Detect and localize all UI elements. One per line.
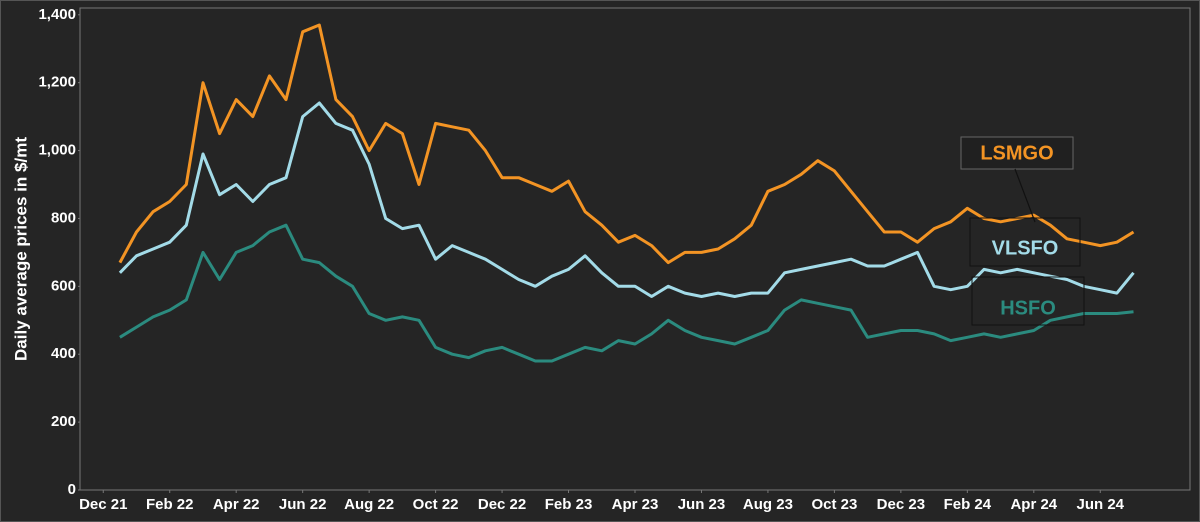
series-line	[119, 223, 1134, 363]
label-box	[971, 276, 1085, 326]
series-line	[118, 101, 1135, 298]
x-tick-label: Aug 22	[344, 496, 394, 513]
series-label: HSFO	[1000, 297, 1056, 319]
y-tick-label: 400	[51, 345, 76, 362]
x-tick-label: Oct 23	[811, 496, 857, 513]
y-tick-label: 1,000	[38, 142, 76, 159]
x-tick-label: Feb 23	[545, 496, 593, 513]
y-tick-label: 0	[68, 481, 76, 498]
x-tick-label: Dec 22	[478, 496, 526, 513]
y-tick-label: 1,200	[38, 74, 76, 91]
y-tick-label: 800	[51, 209, 76, 226]
x-tick-label: Dec 23	[877, 496, 925, 513]
x-tick-label: Jun 23	[678, 496, 726, 513]
arrow	[1014, 168, 1036, 223]
x-tick-label: Apr 24	[1010, 496, 1057, 513]
label-box	[960, 136, 1074, 170]
x-tick-label: Oct 22	[413, 496, 459, 513]
series-label: LSMGO	[980, 142, 1053, 164]
y-tick-label: 200	[51, 413, 76, 430]
series-line	[118, 23, 1135, 265]
x-tick-label: Jun 22	[279, 496, 327, 513]
y-tick-label: 600	[51, 277, 76, 294]
x-tick-label: Feb 22	[146, 496, 194, 513]
x-tick-label: Feb 24	[944, 496, 992, 513]
x-tick-label: Apr 22	[213, 496, 260, 513]
x-tick-label: Apr 23	[612, 496, 659, 513]
y-axis-label: Daily average prices in $/mt	[11, 137, 30, 361]
series-label: VLSFO	[992, 237, 1059, 259]
x-tick-label: Aug 23	[743, 496, 793, 513]
x-tick-label: Dec 21	[79, 496, 127, 513]
x-tick-label: Jun 24	[1077, 496, 1125, 513]
series-labels: LSMGO VLSFO HSFO	[960, 136, 1085, 326]
label-box	[969, 217, 1081, 267]
y-tick-label: 1,400	[38, 6, 76, 23]
